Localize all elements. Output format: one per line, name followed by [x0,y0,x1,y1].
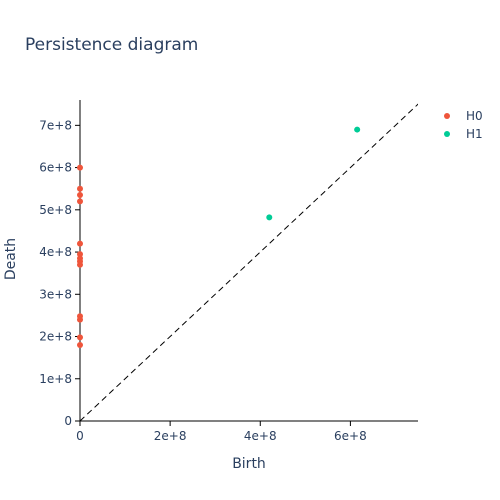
series-h1 [266,126,361,221]
y-tick-label: 2e+8 [39,330,72,344]
x-tick-label: 0 [76,429,84,443]
y-tick-label: 7e+8 [39,118,72,132]
x-tick-label: 2e+8 [154,429,187,443]
plot-area: 0 2e+8 4e+8 6e+8 0 1e+8 2e+8 3e+8 4e+8 5e+8 6e+8 7e… [39,100,418,443]
series-h0 [77,164,83,348]
data-point-h1 [354,126,361,133]
diagonal-line [80,103,418,421]
data-point-h0 [77,261,83,268]
y-tick-label: 3e+8 [39,287,72,301]
data-point-h0 [77,334,83,341]
data-point-h1 [266,214,273,221]
chart-title: Persistence diagram [25,35,198,55]
data-point-h0 [77,164,83,171]
y-tick-label: 1e+8 [39,372,72,386]
data-point-h0 [77,251,83,258]
y-tick-label: 5e+8 [39,203,72,217]
legend-label-h1: H1 [466,127,483,141]
x-tick-label: 4e+8 [244,429,277,443]
y-tick-label: 0 [64,414,72,428]
data-point-h0 [77,192,83,199]
y-tick-label: 6e+8 [39,161,72,175]
y-axis-title: Death [3,238,19,280]
data-point-h0 [77,316,83,323]
legend-marker-h1 [444,131,450,137]
data-point-h0 [77,341,83,348]
legend-label-h0: H0 [466,109,483,123]
x-axis-title: Birth [232,456,266,472]
legend-marker-h0 [444,113,450,119]
data-point-h0 [77,198,83,205]
y-tick-label: 4e+8 [39,245,72,259]
data-point-h0 [77,185,83,192]
data-point-h0 [77,240,83,247]
x-tick-label: 6e+8 [334,429,367,443]
